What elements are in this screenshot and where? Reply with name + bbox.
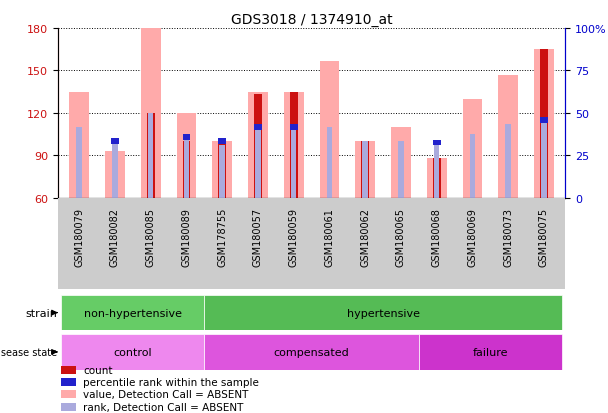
Bar xyxy=(361,142,369,198)
Bar xyxy=(61,335,204,370)
Bar xyxy=(61,403,76,411)
Text: GSM180062: GSM180062 xyxy=(360,207,370,266)
Text: GSM180073: GSM180073 xyxy=(503,207,513,266)
Text: GSM178755: GSM178755 xyxy=(217,207,227,266)
Bar xyxy=(505,125,511,198)
Bar xyxy=(141,29,161,198)
Text: GSM180068: GSM180068 xyxy=(432,207,442,266)
Bar xyxy=(182,135,190,140)
Bar xyxy=(541,121,547,198)
Title: GDS3018 / 1374910_at: GDS3018 / 1374910_at xyxy=(231,12,392,26)
Bar xyxy=(433,159,441,198)
Bar xyxy=(254,125,262,131)
Bar xyxy=(248,93,268,198)
Text: value, Detection Call = ABSENT: value, Detection Call = ABSENT xyxy=(83,389,249,399)
Bar xyxy=(290,93,298,198)
Text: GSM180069: GSM180069 xyxy=(468,207,477,266)
Bar xyxy=(204,295,562,330)
Bar xyxy=(182,142,190,198)
Text: disease state: disease state xyxy=(0,347,57,357)
Bar xyxy=(534,50,554,198)
Bar xyxy=(398,142,404,198)
Bar xyxy=(419,335,562,370)
Bar xyxy=(218,142,226,198)
Bar xyxy=(61,295,204,330)
Bar xyxy=(111,139,119,145)
Bar xyxy=(433,140,441,146)
Bar xyxy=(61,378,76,386)
Bar xyxy=(470,135,475,198)
Bar xyxy=(219,146,225,198)
Text: compensated: compensated xyxy=(274,347,350,357)
Text: strain: strain xyxy=(25,308,57,318)
Text: GSM180061: GSM180061 xyxy=(325,207,334,266)
Text: percentile rank within the sample: percentile rank within the sample xyxy=(83,377,259,387)
Bar xyxy=(112,142,118,198)
Bar xyxy=(427,159,446,198)
Bar xyxy=(148,114,153,198)
Text: rank, Detection Call = ABSENT: rank, Detection Call = ABSENT xyxy=(83,402,244,412)
Text: non-hypertensive: non-hypertensive xyxy=(84,308,182,318)
Text: control: control xyxy=(114,347,152,357)
Text: GSM180089: GSM180089 xyxy=(181,207,192,266)
Text: GSM180057: GSM180057 xyxy=(253,207,263,266)
Bar xyxy=(291,128,297,198)
Bar xyxy=(290,125,298,131)
Bar xyxy=(326,128,332,198)
Bar xyxy=(212,142,232,198)
Bar xyxy=(362,142,368,198)
Bar xyxy=(184,138,189,198)
Text: hypertensive: hypertensive xyxy=(347,308,420,318)
Text: count: count xyxy=(83,365,113,375)
Bar xyxy=(255,131,261,198)
Text: GSM180085: GSM180085 xyxy=(146,207,156,266)
Bar xyxy=(540,50,548,198)
Text: GSM180079: GSM180079 xyxy=(74,207,85,266)
Bar xyxy=(391,128,411,198)
Bar xyxy=(320,62,339,198)
Bar xyxy=(69,93,89,198)
Bar xyxy=(463,100,482,198)
Text: GSM180059: GSM180059 xyxy=(289,207,299,266)
Bar xyxy=(77,128,82,198)
Bar xyxy=(540,118,548,123)
Bar xyxy=(284,93,303,198)
Bar xyxy=(61,366,76,374)
Text: GSM180075: GSM180075 xyxy=(539,207,549,266)
Bar xyxy=(434,143,440,198)
Bar xyxy=(105,152,125,198)
Text: GSM180082: GSM180082 xyxy=(110,207,120,266)
Bar xyxy=(254,95,262,198)
Bar xyxy=(218,139,226,145)
Bar xyxy=(147,114,154,198)
Bar xyxy=(177,114,196,198)
Text: failure: failure xyxy=(472,347,508,357)
Bar xyxy=(499,76,518,198)
Bar xyxy=(356,142,375,198)
Bar xyxy=(61,390,76,399)
Text: GSM180065: GSM180065 xyxy=(396,207,406,266)
Bar xyxy=(204,335,419,370)
